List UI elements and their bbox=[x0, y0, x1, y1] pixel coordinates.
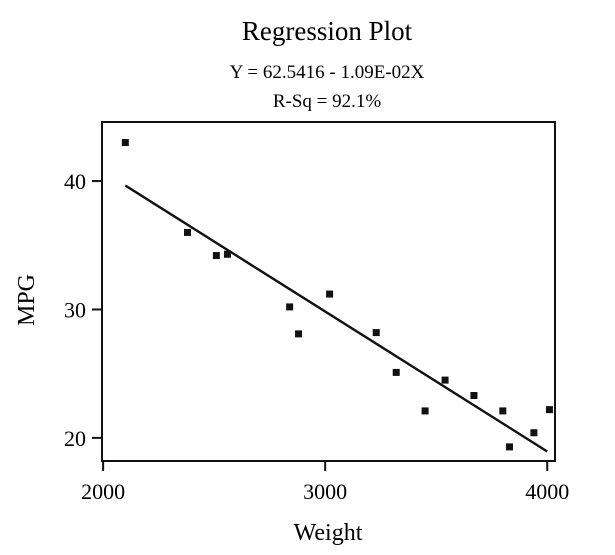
y-axis-label: MPG bbox=[14, 274, 40, 326]
regression-equation: Y = 62.5416 - 1.09E-02X bbox=[230, 62, 425, 83]
x-axis-label: Weight bbox=[294, 520, 363, 546]
data-point bbox=[470, 392, 478, 400]
data-point bbox=[421, 407, 429, 415]
plot-frame bbox=[101, 121, 556, 462]
x-tick-label: 4000 bbox=[525, 479, 569, 504]
data-point bbox=[545, 406, 553, 414]
x-axis-ticks: 2000 3000 4000 bbox=[81, 461, 569, 504]
y-tick-label: 40 bbox=[64, 169, 86, 194]
y-tick-label: 30 bbox=[64, 297, 86, 322]
x-tick-label: 2000 bbox=[81, 479, 125, 504]
data-points bbox=[121, 139, 553, 451]
data-point bbox=[286, 303, 294, 311]
data-point bbox=[505, 443, 513, 451]
chart-title: Regression Plot bbox=[242, 16, 413, 46]
data-point bbox=[530, 429, 538, 437]
data-point bbox=[121, 139, 129, 147]
r-squared-label: R-Sq = 92.1% bbox=[273, 91, 382, 112]
regression-line bbox=[124, 184, 548, 453]
data-point bbox=[326, 290, 334, 298]
y-tick-label: 20 bbox=[64, 426, 86, 451]
chart-title-group: Regression Plot Y = 62.5416 - 1.09E-02X … bbox=[230, 16, 425, 112]
x-tick-label: 3000 bbox=[303, 479, 347, 504]
data-point bbox=[499, 407, 507, 415]
data-point bbox=[183, 228, 191, 236]
data-point bbox=[212, 252, 220, 260]
data-point bbox=[372, 329, 380, 337]
y-axis-ticks: 20 30 40 bbox=[64, 169, 102, 451]
data-point bbox=[441, 376, 449, 384]
data-point bbox=[223, 250, 231, 258]
data-point bbox=[295, 330, 303, 338]
data-point bbox=[392, 368, 400, 376]
